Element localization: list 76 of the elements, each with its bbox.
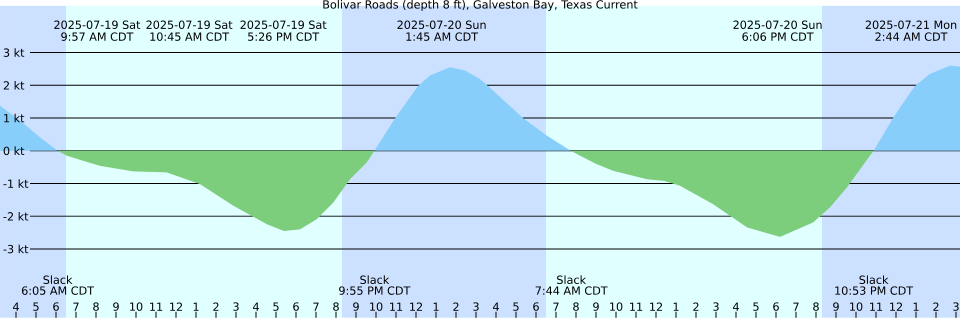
x-tick-label: 1: [914, 302, 919, 311]
x-tick-label: 9: [593, 302, 599, 311]
y-tick-label: 2 kt: [4, 80, 24, 90]
annotation: Slack: [43, 275, 72, 284]
y-tick-label: -2 kt: [3, 212, 28, 220]
annotation: Slack: [557, 275, 586, 284]
y-tick-label: -1 kt: [3, 179, 28, 188]
annotation: 2025-07-19 Sat: [54, 20, 140, 29]
x-tick-label: 7: [313, 302, 319, 311]
x-tick-label: 12: [890, 302, 902, 311]
x-tick-label: 8: [573, 302, 579, 311]
x-tick-label: 3: [473, 302, 479, 311]
annotation: 1:45 AM CDT: [406, 32, 478, 41]
y-tick-label: 3 kt: [4, 48, 24, 57]
x-tick-label: 6: [53, 302, 59, 311]
annotation: 2:44 AM CDT: [875, 32, 948, 41]
x-tick-label: 5: [753, 302, 759, 311]
x-tick-label: 1: [434, 302, 439, 311]
annotation: Slack: [859, 275, 888, 284]
x-tick-label: 10: [850, 302, 862, 311]
x-tick-label: 5: [33, 302, 39, 311]
annotation: 10:53 PM CDT: [835, 286, 914, 295]
x-tick-label: 8: [333, 302, 339, 311]
x-tick-label: 5: [513, 302, 519, 311]
x-tick-label: 6: [773, 302, 779, 311]
x-tick-label: 12: [650, 302, 662, 311]
x-tick-label: 2: [453, 302, 458, 311]
annotation: 2025-07-19 Sat: [240, 20, 326, 29]
x-tick-label: 2: [693, 302, 698, 311]
x-tick-label: 4: [12, 302, 19, 311]
x-tick-label: 7: [73, 302, 79, 311]
chart-title: Bolivar Roads (depth 8 ft), Galveston Bay, Texas Current: [323, 0, 638, 11]
x-tick-label: 11: [630, 302, 642, 311]
annotation: 2025-07-21 Mon: [866, 20, 956, 29]
y-tick-label: -3 kt: [3, 244, 28, 254]
x-tick-label: 11: [870, 302, 882, 311]
x-tick-label: 8: [93, 302, 99, 311]
x-tick-label: 3: [953, 302, 959, 311]
x-tick-label: 4: [252, 302, 259, 311]
x-tick-label: 11: [390, 302, 402, 311]
x-tick-label: 8: [813, 302, 819, 311]
x-tick-label: 9: [833, 302, 839, 311]
annotation: 10:45 AM CDT: [150, 32, 230, 41]
x-tick-label: 9: [353, 302, 359, 311]
annotation: 6:06 PM CDT: [742, 32, 814, 41]
x-tick-label: 10: [370, 302, 382, 311]
x-tick-label: 10: [610, 302, 622, 311]
x-tick-label: 12: [410, 302, 422, 311]
x-tick-label: 2: [213, 302, 218, 311]
annotation: 2025-07-20 Sun: [733, 20, 822, 29]
annotation: 2025-07-19 Sat: [146, 20, 232, 29]
x-tick-label: 7: [553, 302, 559, 311]
y-tick-label: 1 kt: [4, 114, 24, 122]
x-tick-label: 9: [113, 302, 119, 311]
x-tick-label: 6: [533, 302, 539, 311]
y-tick-label: 0 kt: [4, 146, 24, 155]
x-tick-label: 12: [170, 302, 182, 311]
x-tick-label: 1: [194, 302, 199, 311]
x-tick-label: 3: [233, 302, 239, 311]
x-tick-label: 3: [713, 302, 719, 311]
x-tick-label: 2: [933, 302, 938, 311]
x-tick-label: 11: [150, 302, 162, 311]
x-tick-label: 4: [732, 302, 739, 311]
x-tick-label: 5: [273, 302, 279, 311]
annotation: 9:55 PM CDT: [339, 286, 410, 295]
annotation: 7:44 AM CDT: [536, 286, 608, 295]
annotation: Slack: [360, 275, 390, 284]
annotation: 6:05 AM CDT: [22, 286, 94, 295]
annotation: 9:57 AM CDT: [61, 32, 134, 41]
x-tick-label: 1: [674, 302, 679, 311]
x-tick-label: 4: [492, 302, 499, 311]
x-tick-label: 10: [130, 302, 142, 311]
annotation: 5:26 PM CDT: [248, 32, 320, 41]
x-tick-label: 7: [793, 302, 799, 311]
annotation: 2025-07-20 Sun: [397, 20, 486, 29]
x-tick-label: 6: [293, 302, 299, 311]
